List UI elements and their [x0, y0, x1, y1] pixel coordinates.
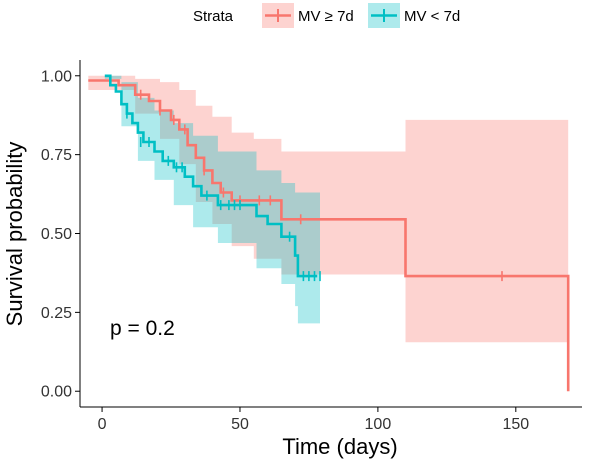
censor-marks	[126, 89, 503, 282]
y-tick-label: 1.00	[41, 68, 72, 85]
legend-title: Strata	[193, 8, 234, 25]
y-axis-title: Survival probability	[2, 142, 27, 327]
confidence-bands	[88, 75, 569, 343]
survival-curve-mv-lt-7d	[104, 74, 318, 278]
survival-curve-mv-ge-7d	[88, 79, 570, 392]
legend-key-mv-lt-7d	[368, 3, 400, 28]
axes: 0 50 100 150 0.00 0.25 0.50 0.75 1.00	[41, 60, 582, 433]
legend: Strata MV ≥ 7d MV < 7d	[193, 3, 460, 28]
x-tick-label: 0	[98, 416, 107, 433]
legend-label-mv-ge-7d: MV ≥ 7d	[298, 8, 354, 25]
legend-key-mv-ge-7d	[262, 3, 294, 28]
x-ticks: 0 50 100 150	[98, 407, 529, 433]
confidence-band-mv-lt-7d	[104, 75, 320, 324]
x-tick-label: 150	[502, 416, 529, 433]
y-tick-label: 0.75	[41, 147, 72, 164]
y-tick-label: 0.00	[41, 384, 72, 401]
y-tick-label: 0.25	[41, 305, 72, 322]
survival-curves	[88, 74, 570, 392]
p-value-annotation: p = 0.2	[110, 317, 175, 340]
y-tick-label: 0.50	[41, 226, 72, 243]
legend-label-mv-lt-7d: MV < 7d	[404, 8, 460, 25]
x-axis-title: Time (days)	[282, 434, 397, 459]
x-tick-label: 100	[365, 416, 392, 433]
x-tick-label: 50	[231, 416, 249, 433]
y-ticks: 0.00 0.25 0.50 0.75 1.00	[41, 68, 80, 401]
